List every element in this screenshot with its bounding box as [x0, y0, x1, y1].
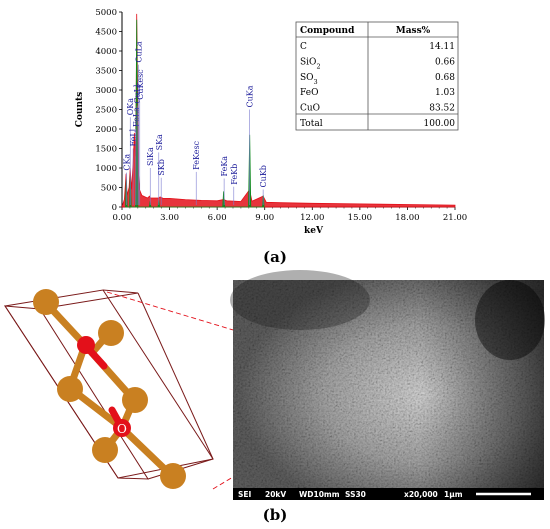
peak-label: CuLl — [133, 84, 142, 104]
y-tick-label: 0 — [112, 203, 117, 213]
table-cell-mass: 1.03 — [435, 88, 455, 98]
eds-spectrum-chart: 0 500 1000 1500 2000 2500 3000 3500 4000 4500 5000… — [75, 8, 467, 236]
peak-label: FeKesc — [192, 140, 201, 169]
table-cell-compound: FeO — [300, 88, 318, 98]
peak-label: OKa — [126, 98, 135, 116]
y-tick-label: 1500 — [95, 145, 117, 155]
peak-label: FeLl — [129, 128, 138, 146]
sem-info-text: SEI — [238, 490, 252, 499]
peak-label: FeKa — [220, 156, 229, 177]
table-cell-mass: 83.52 — [429, 104, 455, 114]
composition-table: Compound Mass% C 14.11 SiO2 0.66 SO3 0.68 FeO 1… — [295, 21, 459, 131]
panel-label-a: (a) — [263, 248, 287, 266]
peak-label: CuKa — [246, 85, 255, 107]
unit-cell — [4, 289, 214, 480]
y-tick-label: 2000 — [95, 125, 117, 135]
x-tick-label: 3.00 — [160, 213, 179, 223]
peak-label: SKb — [157, 159, 166, 176]
atoms — [33, 289, 186, 489]
x-tick-label: 9.00 — [255, 213, 274, 223]
cu-atom — [122, 387, 148, 413]
panel-label-b: (b) — [263, 506, 288, 524]
cu-atom — [98, 320, 124, 346]
peak-label: SiKa — [146, 147, 155, 166]
x-tick-label: 12.00 — [300, 213, 324, 223]
peak-label: CKa — [122, 154, 131, 171]
sem-info-text: 1μm — [444, 490, 463, 499]
fitted-peaks-series — [125, 19, 265, 208]
peak-label: SKa — [155, 134, 164, 150]
cu-atom-label: Cu — [139, 377, 156, 391]
peak-label: CuKb — [259, 165, 268, 187]
table-total-value: 100.00 — [424, 119, 456, 129]
o-atom — [113, 419, 131, 437]
x-axis-title: keV — [304, 226, 324, 236]
x-tick-label: 18.00 — [395, 213, 419, 223]
x-tick-label: 6.00 — [208, 213, 227, 223]
table-cell-compound: SiO2 — [300, 57, 321, 70]
table-cell-mass: 14.11 — [429, 42, 455, 52]
y-tick-label: 4500 — [95, 28, 117, 38]
table-cell-compound: C — [300, 42, 307, 52]
table-cell-compound: SO3 — [300, 73, 318, 86]
y-tick-label: 3000 — [95, 86, 117, 96]
y-tick-label: 500 — [101, 184, 117, 194]
table-cell-mass: 0.66 — [435, 57, 455, 67]
sem-info-text: x20,000 — [404, 490, 438, 499]
o-atom-label: O — [117, 422, 127, 436]
y-tick-label: 5000 — [95, 8, 117, 18]
y-axis-title: Counts — [75, 92, 85, 127]
cu-atom — [92, 437, 118, 463]
table-total-label: Total — [300, 119, 323, 129]
cu-atom — [57, 376, 83, 402]
x-tick-label: 0.00 — [113, 213, 132, 223]
y-tick-label: 1000 — [95, 164, 117, 174]
peak-label: FeLa — [132, 107, 141, 127]
cu-atom — [33, 289, 59, 315]
peak-label: CuLa — [135, 41, 144, 63]
sem-info-text: WD10mm — [299, 490, 340, 499]
sem-info-text: SS30 — [345, 490, 366, 499]
table-header-mass: Mass% — [396, 26, 431, 36]
sem-micrograph: SEI 20kV WD10mm SS30 x20,000 1μm — [230, 270, 545, 500]
x-tick-label: 15.00 — [348, 213, 372, 223]
cu-atom — [160, 463, 186, 489]
y-tick-label: 3500 — [95, 67, 117, 77]
background-spectrum-series — [121, 13, 456, 208]
y-tick-label: 2500 — [95, 106, 117, 116]
sem-info-text: 20kV — [265, 490, 286, 499]
sem-info-bar — [233, 488, 544, 500]
peak-label: CuKesc — [136, 69, 145, 100]
table-cell-mass: 0.68 — [435, 73, 455, 83]
peak-label: FeKb — [230, 164, 239, 185]
o-atom — [77, 336, 95, 354]
table-cell-compound: CuO — [300, 104, 320, 114]
y-tick-label: 4000 — [95, 47, 117, 57]
x-tick-label: 21.00 — [443, 213, 467, 223]
table-header-compound: Compound — [300, 26, 355, 36]
